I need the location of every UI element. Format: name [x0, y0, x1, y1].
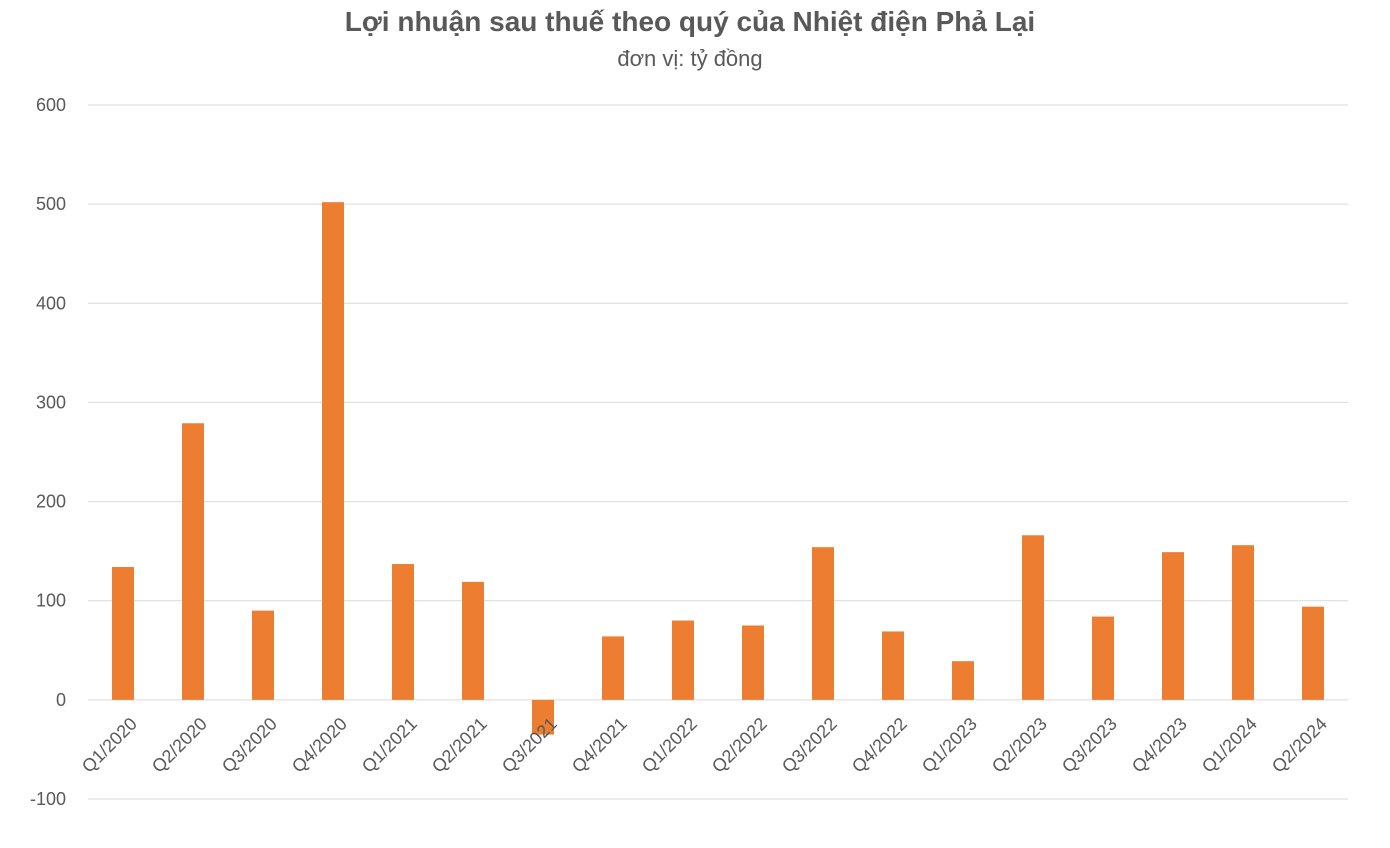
- x-tick-label: Q4/2022: [848, 714, 911, 777]
- chart-subtitle: đơn vị: tỷ đồng: [617, 46, 763, 71]
- bar: [112, 567, 134, 700]
- bar: [1162, 552, 1184, 700]
- bar: [252, 610, 274, 700]
- x-tick-label: Q2/2024: [1268, 714, 1331, 777]
- y-tick-label: 100: [36, 591, 66, 611]
- bar: [322, 202, 344, 700]
- y-axis: 600 500 400 300 200 100 0 -100: [30, 95, 66, 809]
- x-tick-label: Q2/2021: [428, 714, 491, 777]
- x-tick-label: Q2/2022: [708, 714, 771, 777]
- y-tick-label: 0: [56, 690, 66, 710]
- x-tick-label: Q4/2021: [568, 714, 631, 777]
- y-tick-label: 600: [36, 95, 66, 115]
- bar: [1092, 616, 1114, 700]
- x-tick-label: Q4/2023: [1128, 714, 1191, 777]
- bar: [1232, 545, 1254, 700]
- y-tick-label: 500: [36, 194, 66, 214]
- y-tick-label: 200: [36, 492, 66, 512]
- x-tick-label: Q2/2020: [148, 714, 211, 777]
- bar: [882, 631, 904, 700]
- bar: [462, 581, 484, 700]
- x-tick-label: Q3/2022: [778, 714, 841, 777]
- x-tick-label: Q3/2023: [1058, 714, 1121, 777]
- x-tick-label: Q1/2021: [358, 714, 421, 777]
- bars: [112, 202, 1324, 735]
- x-tick-label: Q1/2024: [1198, 714, 1261, 777]
- gridlines: [88, 104, 1348, 800]
- bar: [532, 699, 554, 735]
- bar: [812, 547, 834, 700]
- bar: [1302, 606, 1324, 700]
- x-tick-label: Q1/2022: [638, 714, 701, 777]
- x-tick-label: Q3/2020: [218, 714, 281, 777]
- x-tick-label: Q1/2020: [78, 714, 141, 777]
- x-tick-label: Q2/2023: [988, 714, 1051, 777]
- y-tick-label: 300: [36, 392, 66, 412]
- bar: [672, 620, 694, 700]
- bar: [392, 564, 414, 700]
- x-tick-label: Q4/2020: [288, 714, 351, 777]
- bar: [602, 636, 624, 700]
- x-tick-label: Q1/2023: [918, 714, 981, 777]
- bar: [742, 625, 764, 700]
- x-axis: Q1/2020 Q2/2020 Q3/2020 Q4/2020 Q1/2021 Q2/20…: [78, 714, 1331, 777]
- y-tick-label: 400: [36, 293, 66, 313]
- chart-title: Lợi nhuận sau thuế theo quý của Nhiệt đi…: [344, 6, 1036, 37]
- bar: [182, 423, 204, 700]
- bar: [1022, 535, 1044, 700]
- y-tick-label: -100: [30, 789, 66, 809]
- x-tick-label: Q3/2021: [498, 714, 561, 777]
- bar: [952, 661, 974, 700]
